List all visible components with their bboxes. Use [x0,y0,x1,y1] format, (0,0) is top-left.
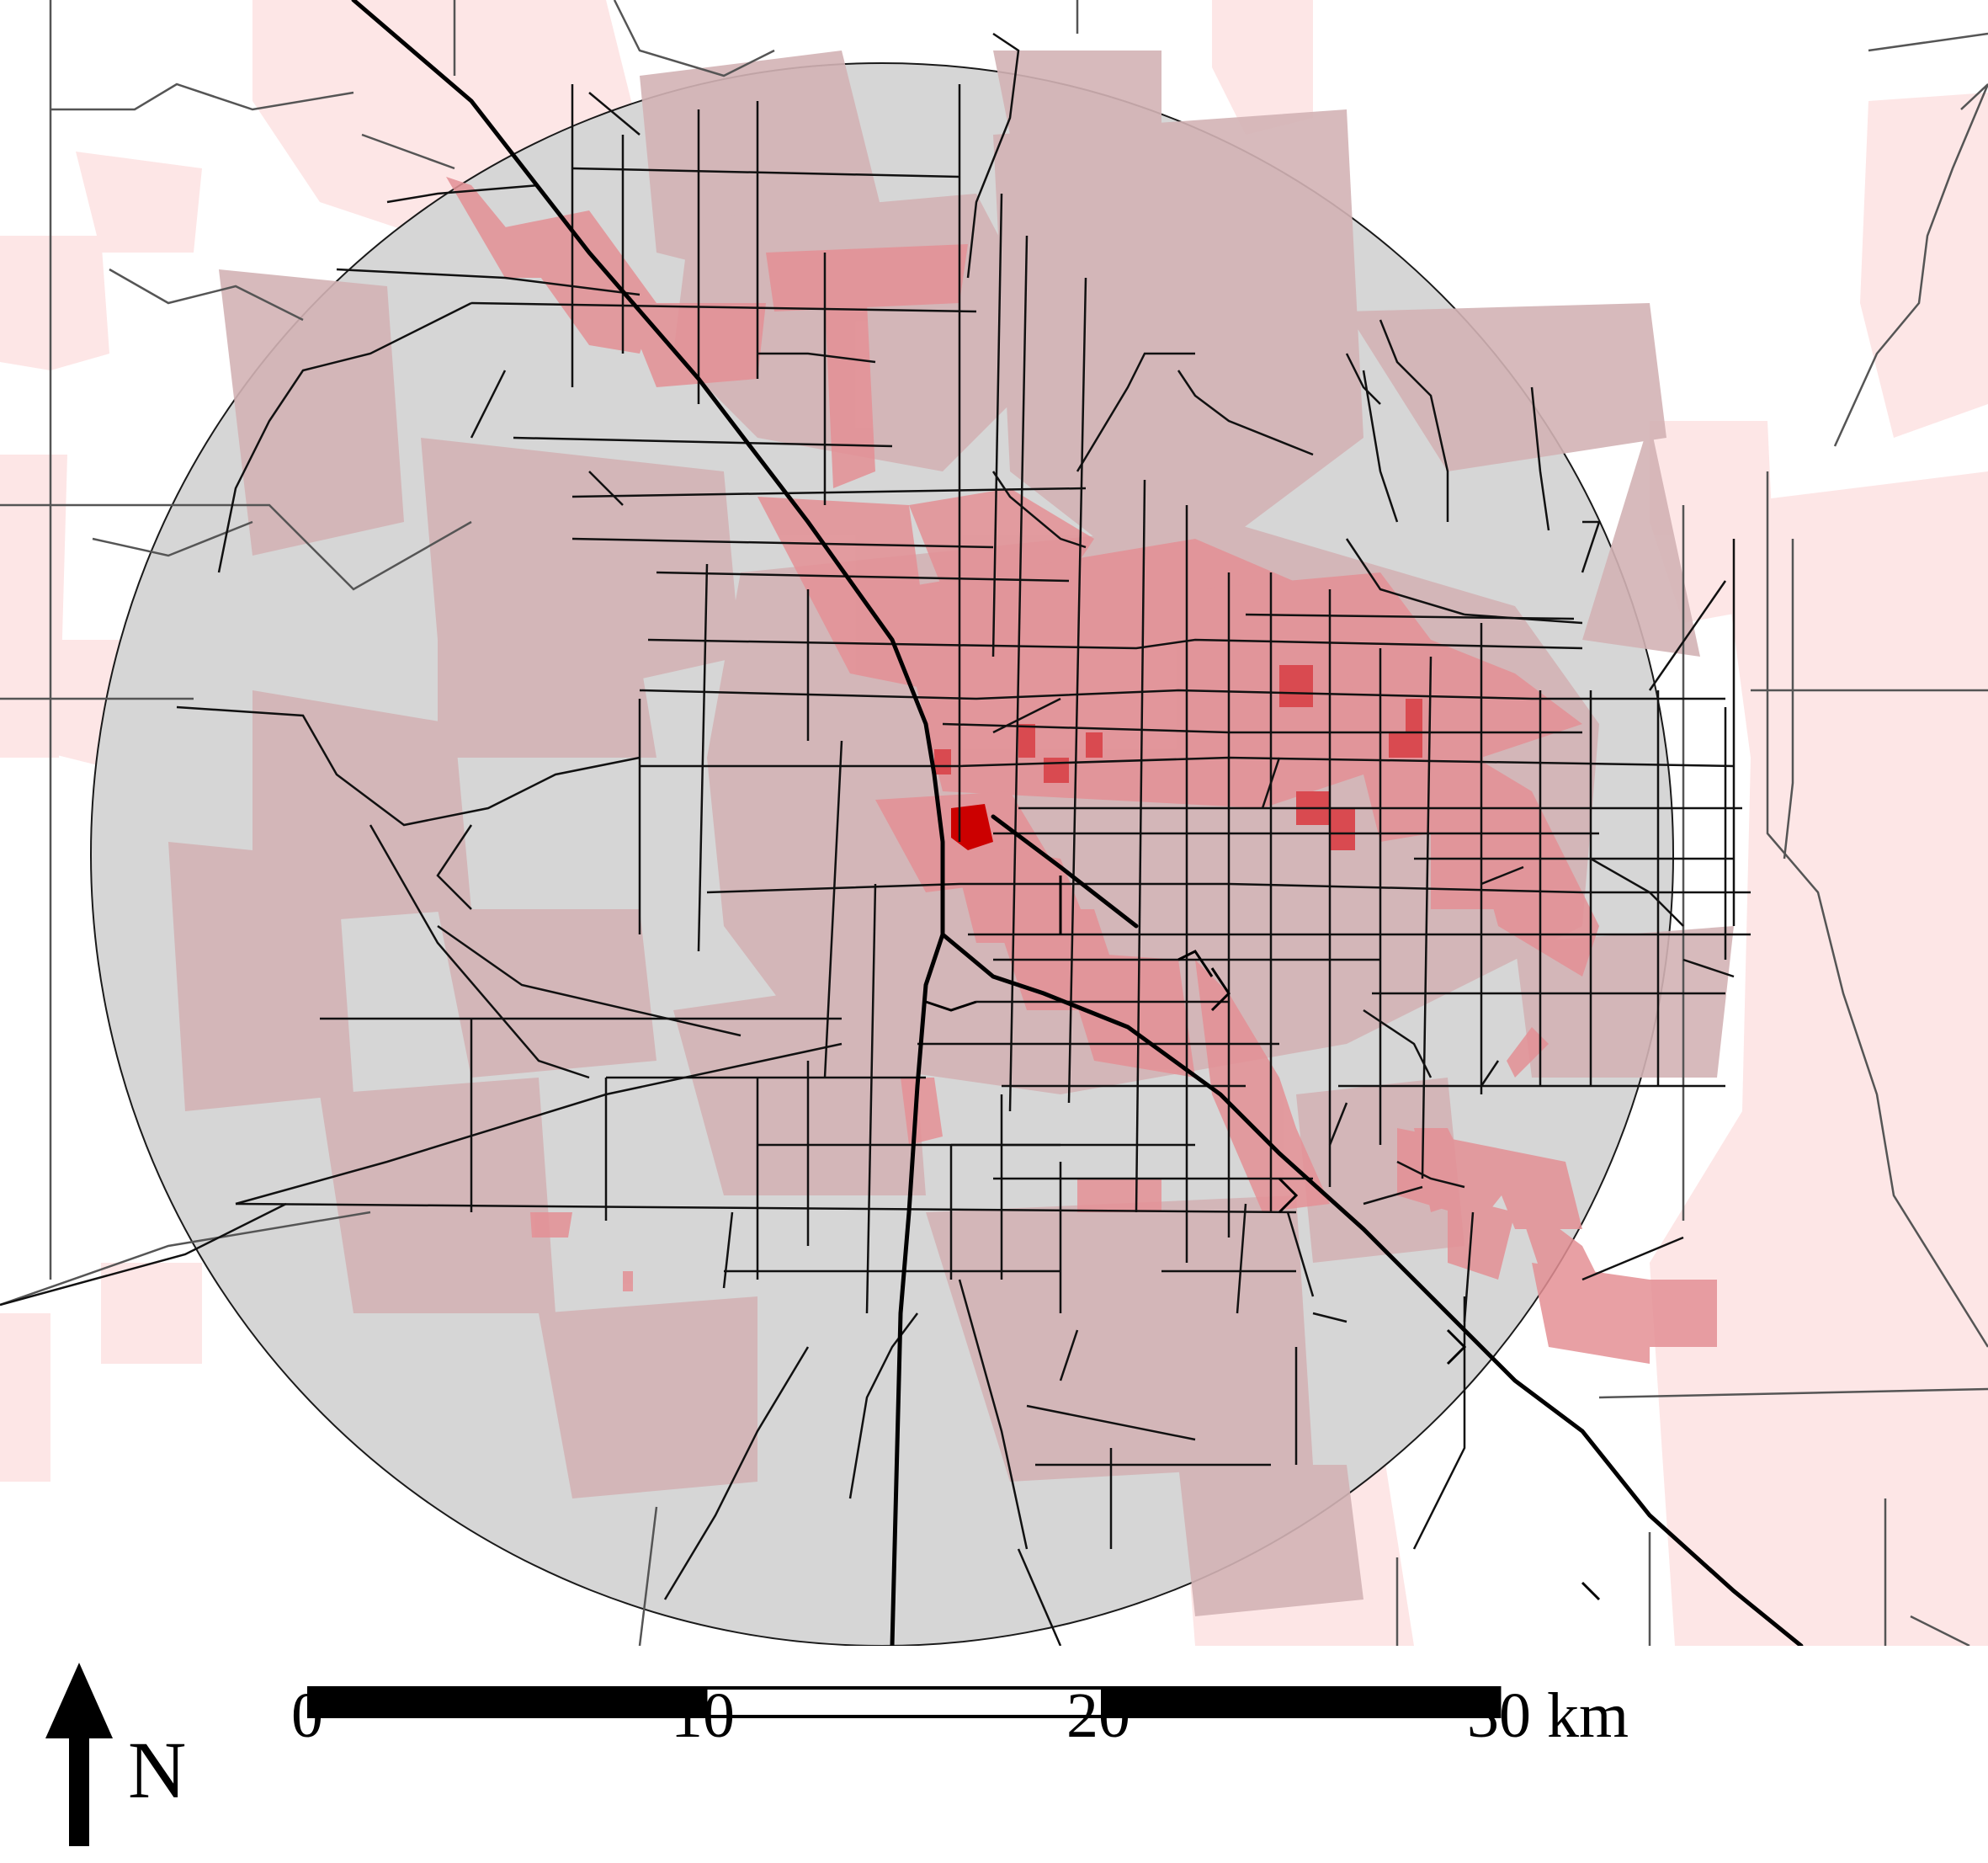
map-frame [0,0,1988,1646]
north-arrow-icon [45,1663,113,1846]
scale-tick-label-10: 10 [671,1680,735,1751]
downtown-core [951,804,993,850]
scale-tick-label-30: 30 km [1467,1680,1629,1751]
legend-panel: N [0,1646,1988,1859]
legend-canvas [45,1663,1502,1846]
interstate-connector [925,876,1601,1601]
scale-bar [307,1686,1502,1718]
outer-roads [0,0,1988,1646]
scale-tick-label-20: 20 [1066,1680,1130,1751]
scale-segment-20-30 [1101,1686,1502,1718]
scale-tick-label-0: 0 [291,1680,323,1751]
scale-segment-0-10 [307,1686,708,1718]
scale-segment-10-20 [704,1686,1104,1718]
map-canvas [0,0,1988,1646]
interstate [351,0,1804,1646]
road-network [0,32,1751,1646]
north-label: N [128,1725,187,1815]
